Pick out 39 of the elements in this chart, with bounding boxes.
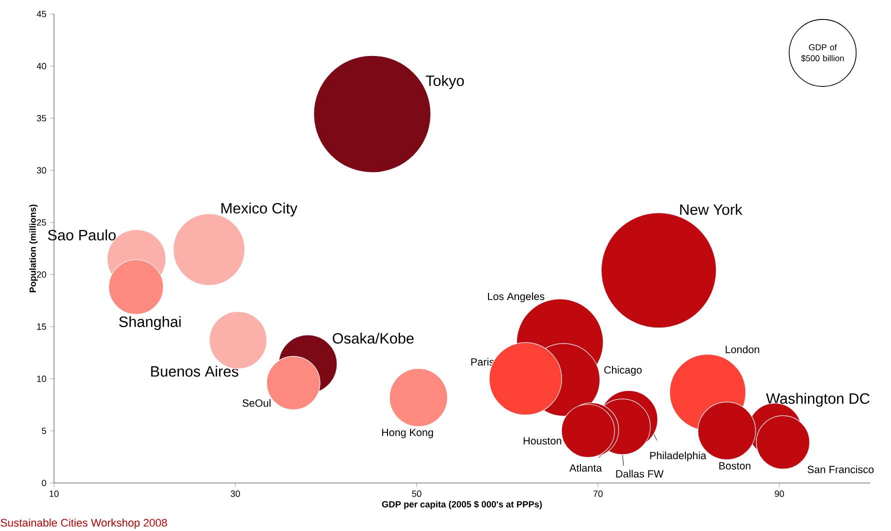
annotation: Houston <box>524 437 562 445</box>
annotation: Dallas FW <box>616 470 664 478</box>
y-tick-label: 40 <box>36 62 46 70</box>
annotation: Tokyo <box>426 75 464 90</box>
annotation: Hong Kong <box>382 428 433 438</box>
annotation: Atlanta <box>569 464 602 472</box>
annotation: SeOul <box>242 399 270 407</box>
annotation: Philadelphia <box>650 452 706 462</box>
x-tick-label: 90 <box>774 490 784 497</box>
y-tick-label: 10 <box>37 376 46 382</box>
y-tick-label: 0 <box>42 480 46 486</box>
y-tick-label: 25 <box>36 219 46 226</box>
annotation: Sao Paulo <box>48 229 116 240</box>
y-tick-label: 35 <box>36 115 46 122</box>
annotation: New York <box>680 204 742 215</box>
y-tick-label: 20 <box>36 271 46 278</box>
annotation: Los Angeles <box>488 292 544 302</box>
legend-label: GDP of $500 billion <box>801 44 844 62</box>
annotation: Chicago <box>604 366 642 376</box>
x-tick-label: 30 <box>230 490 240 497</box>
x-axis-title: GDP per capita (2005 $ 000's at PPPs) <box>382 500 542 510</box>
text: Sustainable Cities Workshop 2008 <box>0 518 168 529</box>
y-tick-label: 15 <box>37 324 46 330</box>
x-tick-label: 10 <box>50 490 59 497</box>
y-tick-label: 45 <box>36 10 46 18</box>
annotation: Boston <box>719 462 750 470</box>
annotation: Mexico City <box>221 202 298 216</box>
y-tick-label: 5 <box>42 428 46 434</box>
x-tick-label: 50 <box>412 490 422 497</box>
y-tick-label: 30 <box>36 167 46 174</box>
annotation: Buenos Aires <box>151 366 238 377</box>
annotation: London <box>726 345 760 354</box>
annotation: San Francisco <box>808 466 874 474</box>
y-axis-title: Population (millions) <box>29 204 38 292</box>
x-tick-label: 70 <box>593 490 603 497</box>
annotation: Osaka/Kobe <box>332 332 414 344</box>
annotation: Paris <box>471 358 494 366</box>
annotation: Shanghai <box>119 316 181 330</box>
annotation: Washington DC <box>766 392 870 407</box>
